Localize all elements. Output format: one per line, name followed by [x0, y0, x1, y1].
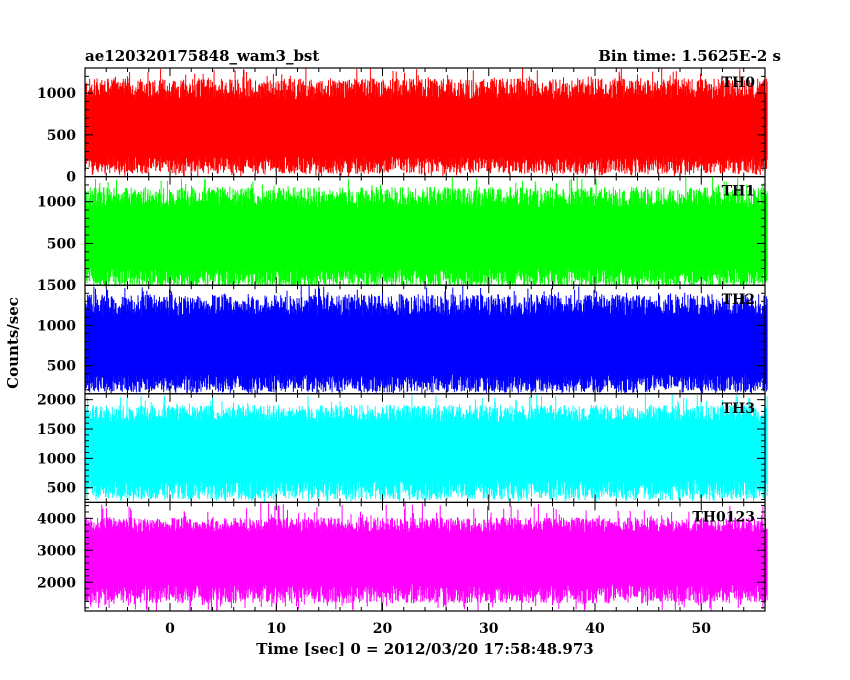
- x-tick-label: 40: [585, 621, 605, 637]
- panel-label-th3: TH3: [722, 401, 755, 417]
- y-tick-label: 500: [47, 359, 76, 375]
- y-tick-label: 1000: [37, 195, 76, 211]
- x-tick-label: 10: [267, 621, 287, 637]
- x-tick-label: 30: [479, 621, 499, 637]
- panels-group: 05001000TH005001000TH150010001500TH25001…: [37, 67, 768, 637]
- y-tick-label: 1000: [37, 318, 76, 334]
- y-tick-label: 500: [47, 236, 76, 252]
- y-tick-label: 4000: [37, 511, 76, 527]
- chart-title: ae120320175848_wam3_bst: [85, 47, 319, 65]
- panel-label-th0123: TH0123: [692, 509, 755, 525]
- y-tick-label: 1500: [37, 278, 76, 294]
- series-core-th3: [85, 430, 768, 470]
- y-tick-label: 2000: [37, 575, 76, 591]
- x-tick-label: 20: [373, 621, 393, 637]
- panel-label-th0: TH0: [722, 75, 756, 91]
- y-tick-label: 500: [47, 481, 76, 497]
- y-tick-label: 0: [66, 278, 76, 294]
- series-core-th0: [85, 108, 768, 148]
- y-tick-label: 500: [47, 128, 76, 144]
- y-tick-label: 0: [66, 170, 76, 186]
- x-axis-label: Time [sec] 0 = 2012/03/20 17:58:48.973: [256, 640, 593, 658]
- series-core-th2: [85, 325, 768, 366]
- series-core-th1: [85, 217, 768, 259]
- y-tick-label: 1500: [37, 422, 76, 438]
- y-axis-label: Counts/sec: [4, 297, 22, 389]
- x-tick-label: 0: [165, 621, 175, 637]
- series-core-th0123: [85, 539, 768, 575]
- panel-label-th1: TH1: [722, 184, 755, 200]
- y-tick-label: 2000: [37, 393, 76, 409]
- x-tick-label: 50: [692, 621, 712, 637]
- bin-time-label: Bin time: 1.5625E-2 s: [598, 47, 781, 65]
- y-tick-label: 3000: [37, 543, 76, 559]
- y-tick-label: 1000: [37, 451, 76, 467]
- y-tick-label: 1000: [37, 86, 76, 102]
- panel-label-th2: TH2: [722, 292, 755, 308]
